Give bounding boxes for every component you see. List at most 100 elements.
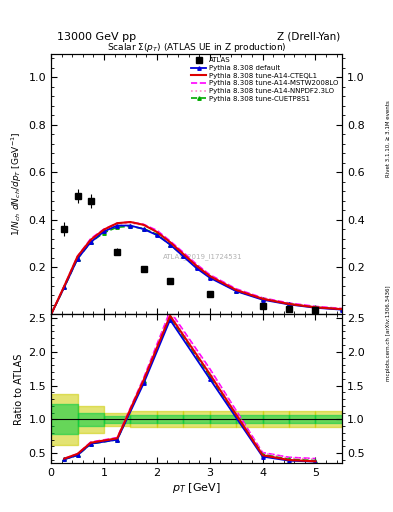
Pythia 8.308 tune-A14-MSTW2008LO [141, 221, 146, 227]
Pythia 8.308 tune-CUETP8S1 [313, 304, 318, 310]
Pythia 8.308 tune-A14-CTEQL1 [313, 304, 318, 310]
Text: 13000 GeV pp: 13000 GeV pp [57, 32, 136, 42]
Pythia 8.308 tune-A14-NNPDF2.3LO [340, 306, 344, 312]
Pythia 8.308 tune-A14-CTEQL1 [128, 219, 133, 225]
Pythia 8.308 tune-A14-MSTW2008LO [62, 283, 67, 289]
Pythia 8.308 tune-A14-NNPDF2.3LO [208, 272, 212, 279]
Pythia 8.308 tune-CUETP8S1 [88, 239, 93, 245]
Pythia 8.308 tune-A14-NNPDF2.3LO [181, 251, 185, 257]
Pythia 8.308 tune-A14-NNPDF2.3LO [128, 220, 133, 226]
Pythia 8.308 tune-A14-MSTW2008LO [154, 227, 159, 233]
Pythia 8.308 tune-CUETP8S1 [260, 296, 265, 302]
Pythia 8.308 tune-A14-CTEQL1 [154, 229, 159, 235]
Pythia 8.308 tune-CUETP8S1 [340, 306, 344, 312]
Pythia 8.308 tune-A14-MSTW2008LO [181, 249, 185, 255]
Pythia 8.308 tune-A14-CTEQL1 [102, 226, 107, 232]
Line: Pythia 8.308 default: Pythia 8.308 default [50, 224, 343, 316]
Pythia 8.308 tune-A14-CTEQL1 [208, 273, 212, 279]
Pythia 8.308 default [260, 296, 265, 303]
Pythia 8.308 tune-CUETP8S1 [141, 226, 146, 232]
Pythia 8.308 tune-CUETP8S1 [181, 252, 185, 259]
Pythia 8.308 default [102, 228, 107, 234]
Pythia 8.308 tune-A14-NNPDF2.3LO [194, 262, 199, 268]
Pythia 8.308 default [340, 307, 344, 313]
Pythia 8.308 tune-A14-NNPDF2.3LO [234, 286, 239, 292]
Pythia 8.308 tune-A14-MSTW2008LO [115, 220, 119, 226]
Text: ATLAS_2019_I1724531: ATLAS_2019_I1724531 [162, 253, 242, 261]
Pythia 8.308 tune-CUETP8S1 [208, 274, 212, 280]
Pythia 8.308 tune-A14-NNPDF2.3LO [102, 227, 107, 233]
Pythia 8.308 tune-A14-MSTW2008LO [88, 236, 93, 242]
Title: Scalar $\Sigma(p_T)$ (ATLAS UE in Z production): Scalar $\Sigma(p_T)$ (ATLAS UE in Z prod… [107, 40, 286, 54]
Pythia 8.308 tune-A14-CTEQL1 [286, 301, 291, 307]
Pythia 8.308 tune-A14-CTEQL1 [49, 311, 53, 317]
Line: Pythia 8.308 tune-A14-CTEQL1: Pythia 8.308 tune-A14-CTEQL1 [51, 222, 342, 314]
Legend: ATLAS, Pythia 8.308 default, Pythia 8.308 tune-A14-CTEQL1, Pythia 8.308 tune-A14: ATLAS, Pythia 8.308 default, Pythia 8.30… [189, 56, 340, 103]
Pythia 8.308 default [313, 305, 318, 311]
Line: Pythia 8.308 tune-A14-NNPDF2.3LO: Pythia 8.308 tune-A14-NNPDF2.3LO [51, 223, 342, 314]
Pythia 8.308 tune-A14-MSTW2008LO [128, 219, 133, 225]
Pythia 8.308 tune-CUETP8S1 [286, 301, 291, 307]
Pythia 8.308 tune-A14-NNPDF2.3LO [49, 311, 53, 317]
Text: Z (Drell-Yan): Z (Drell-Yan) [277, 32, 340, 42]
Pythia 8.308 tune-CUETP8S1 [115, 224, 119, 230]
Y-axis label: Ratio to ATLAS: Ratio to ATLAS [14, 353, 24, 424]
Pythia 8.308 tune-A14-MSTW2008LO [260, 295, 265, 301]
Pythia 8.308 tune-A14-MSTW2008LO [102, 226, 107, 232]
Pythia 8.308 tune-A14-MSTW2008LO [208, 271, 212, 278]
Pythia 8.308 tune-A14-MSTW2008LO [340, 306, 344, 312]
Pythia 8.308 tune-A14-MSTW2008LO [286, 300, 291, 306]
Pythia 8.308 tune-A14-NNPDF2.3LO [115, 221, 119, 227]
Pythia 8.308 tune-A14-CTEQL1 [168, 239, 173, 245]
Pythia 8.308 default [194, 265, 199, 271]
Pythia 8.308 default [62, 284, 67, 290]
Pythia 8.308 default [128, 223, 133, 229]
Pythia 8.308 tune-A14-CTEQL1 [75, 253, 80, 260]
Pythia 8.308 tune-A14-CTEQL1 [340, 306, 344, 312]
Line: Pythia 8.308 tune-CUETP8S1: Pythia 8.308 tune-CUETP8S1 [50, 225, 343, 316]
Pythia 8.308 tune-A14-CTEQL1 [88, 237, 93, 243]
Pythia 8.308 default [168, 242, 173, 248]
Pythia 8.308 tune-A14-CTEQL1 [260, 296, 265, 302]
Y-axis label: $1/N_{ch}\ dN_{ch}/dp_T\ [\mathrm{GeV}^{-1}]$: $1/N_{ch}\ dN_{ch}/dp_T\ [\mathrm{GeV}^{… [10, 132, 24, 236]
Text: mcplots.cern.ch [arXiv:1306.3436]: mcplots.cern.ch [arXiv:1306.3436] [386, 285, 391, 380]
Pythia 8.308 tune-A14-CTEQL1 [62, 283, 67, 289]
Pythia 8.308 default [154, 232, 159, 238]
Pythia 8.308 tune-A14-MSTW2008LO [234, 286, 239, 292]
Pythia 8.308 tune-CUETP8S1 [102, 229, 107, 236]
Pythia 8.308 tune-A14-CTEQL1 [181, 251, 185, 257]
Pythia 8.308 tune-A14-NNPDF2.3LO [88, 237, 93, 243]
Pythia 8.308 tune-A14-NNPDF2.3LO [62, 283, 67, 289]
X-axis label: $p_T$ [GeV]: $p_T$ [GeV] [172, 481, 221, 495]
Pythia 8.308 default [88, 239, 93, 245]
Pythia 8.308 default [208, 274, 212, 281]
Pythia 8.308 tune-A14-CTEQL1 [115, 220, 119, 226]
Pythia 8.308 default [181, 253, 185, 260]
Pythia 8.308 tune-A14-MSTW2008LO [168, 238, 173, 244]
Pythia 8.308 tune-A14-MSTW2008LO [75, 253, 80, 260]
Pythia 8.308 tune-CUETP8S1 [128, 223, 133, 229]
Pythia 8.308 default [75, 255, 80, 262]
Pythia 8.308 tune-CUETP8S1 [168, 242, 173, 248]
Pythia 8.308 default [49, 311, 53, 317]
Pythia 8.308 tune-A14-CTEQL1 [194, 263, 199, 269]
Pythia 8.308 tune-CUETP8S1 [234, 288, 239, 294]
Line: Pythia 8.308 tune-A14-MSTW2008LO: Pythia 8.308 tune-A14-MSTW2008LO [51, 222, 342, 314]
Pythia 8.308 tune-A14-MSTW2008LO [194, 261, 199, 267]
Pythia 8.308 tune-A14-NNPDF2.3LO [141, 222, 146, 228]
Pythia 8.308 tune-A14-NNPDF2.3LO [286, 301, 291, 307]
Pythia 8.308 tune-A14-MSTW2008LO [49, 311, 53, 317]
Pythia 8.308 tune-A14-NNPDF2.3LO [168, 239, 173, 245]
Text: Rivet 3.1.10, ≥ 3.1M events: Rivet 3.1.10, ≥ 3.1M events [386, 100, 391, 177]
Pythia 8.308 default [286, 302, 291, 308]
Pythia 8.308 tune-A14-NNPDF2.3LO [313, 304, 318, 310]
Pythia 8.308 tune-A14-NNPDF2.3LO [154, 228, 159, 234]
Pythia 8.308 tune-A14-MSTW2008LO [313, 303, 318, 309]
Pythia 8.308 tune-A14-CTEQL1 [141, 222, 146, 228]
Pythia 8.308 tune-CUETP8S1 [62, 284, 67, 290]
Pythia 8.308 tune-A14-CTEQL1 [234, 287, 239, 293]
Pythia 8.308 default [115, 223, 119, 229]
Pythia 8.308 tune-A14-NNPDF2.3LO [75, 253, 80, 260]
Pythia 8.308 tune-CUETP8S1 [154, 231, 159, 238]
Pythia 8.308 tune-CUETP8S1 [49, 311, 53, 317]
